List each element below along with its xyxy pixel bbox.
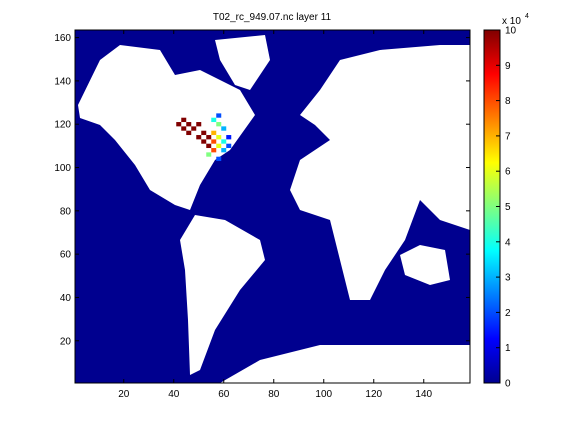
cell bbox=[181, 126, 187, 131]
cell bbox=[196, 122, 202, 127]
cell bbox=[216, 156, 222, 162]
y-tick-label: 100 bbox=[54, 163, 71, 174]
x-tick-label: 20 bbox=[118, 389, 130, 400]
north-america bbox=[78, 45, 255, 210]
colorbar-tick-label: 7 bbox=[505, 131, 511, 142]
greenland bbox=[215, 35, 270, 90]
cells bbox=[176, 113, 232, 162]
colorbar-tick-label: 0 bbox=[505, 379, 511, 390]
south-america bbox=[180, 215, 265, 375]
cell bbox=[196, 135, 202, 140]
colorbar-tick-label: 4 bbox=[505, 237, 511, 248]
colorbar-tick-label: 6 bbox=[505, 167, 511, 178]
eurasia-africa bbox=[290, 45, 470, 300]
map bbox=[75, 30, 470, 383]
cell bbox=[221, 139, 227, 144]
cell bbox=[186, 130, 192, 136]
y-tick-label: 60 bbox=[60, 250, 72, 261]
colorbar-tick-label: 9 bbox=[505, 61, 511, 72]
cell bbox=[226, 143, 232, 149]
colorbar-exponent: 4 bbox=[525, 13, 529, 20]
land bbox=[78, 35, 470, 383]
x-tick-label: 40 bbox=[168, 389, 180, 400]
cell bbox=[216, 113, 222, 118]
colorbar-label: x 10 bbox=[502, 16, 521, 27]
cell bbox=[191, 126, 197, 131]
cell bbox=[216, 143, 222, 149]
cell bbox=[221, 126, 227, 131]
y-tick-label: 160 bbox=[54, 33, 71, 44]
antarctica bbox=[220, 345, 470, 383]
australia bbox=[400, 245, 450, 285]
colorbar-tick-label: 3 bbox=[505, 273, 511, 284]
y-tick-label: 80 bbox=[60, 206, 72, 217]
x-tick-label: 120 bbox=[365, 389, 382, 400]
cell bbox=[211, 130, 217, 136]
axes-frame bbox=[74, 29, 471, 384]
colorbar-tick-label: 10 bbox=[505, 26, 517, 37]
x-tick-label: 100 bbox=[315, 389, 332, 400]
colorbar-tick-label: 5 bbox=[505, 202, 511, 213]
cell bbox=[226, 135, 232, 140]
cell bbox=[206, 152, 212, 157]
cell bbox=[201, 139, 207, 144]
colorbar-tick-label: 8 bbox=[505, 96, 511, 107]
cell bbox=[221, 148, 227, 153]
cell bbox=[181, 117, 187, 123]
cell bbox=[201, 130, 207, 136]
y-tick-label: 40 bbox=[60, 293, 72, 304]
cell bbox=[211, 148, 217, 153]
chart-title: T02_rc_949.07.nc layer 11 bbox=[213, 12, 332, 23]
x-tick-label: 140 bbox=[415, 389, 432, 400]
x-tick-label: 80 bbox=[268, 389, 280, 400]
cell bbox=[216, 122, 222, 127]
y-tick-label: 140 bbox=[54, 76, 71, 87]
cell bbox=[206, 135, 212, 140]
colorbar-tick-label: 2 bbox=[505, 308, 511, 319]
cell bbox=[216, 135, 222, 140]
cell bbox=[206, 143, 212, 149]
x-tick-label: 60 bbox=[218, 389, 230, 400]
cell bbox=[186, 122, 192, 127]
colorbar-tick-label: 1 bbox=[505, 343, 511, 354]
cell bbox=[176, 122, 182, 127]
cell bbox=[211, 139, 217, 144]
y-tick-label: 20 bbox=[60, 336, 72, 347]
y-tick-label: 120 bbox=[54, 120, 71, 131]
cell bbox=[211, 117, 217, 123]
